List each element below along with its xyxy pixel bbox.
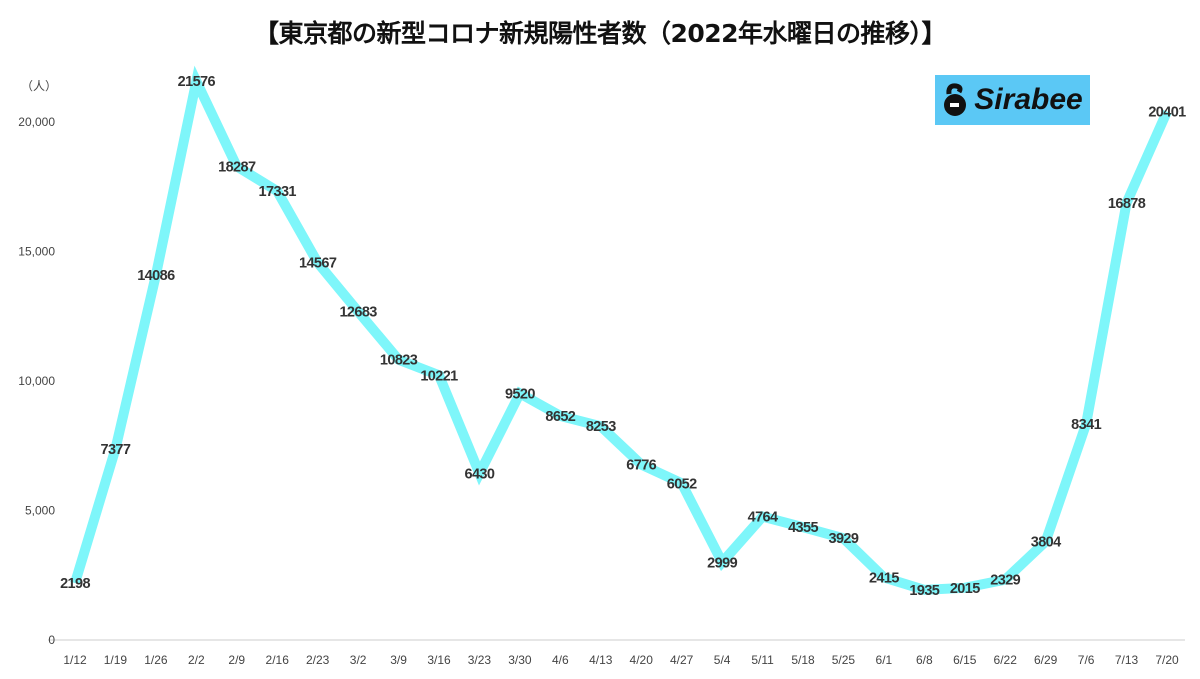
data-label: 3929	[829, 531, 859, 547]
data-label: 2198	[60, 576, 90, 592]
y-tick-label: 0	[48, 633, 55, 647]
series-line	[70, 65, 1172, 595]
data-label: 4764	[748, 510, 778, 526]
data-label: 8652	[545, 409, 575, 425]
x-tick-label: 6/22	[994, 653, 1018, 667]
x-tick-label: 3/23	[468, 653, 492, 667]
x-tick-label: 4/13	[589, 653, 613, 667]
x-tick-label: 5/4	[714, 653, 731, 667]
data-label: 2999	[707, 555, 737, 571]
data-label: 2415	[869, 570, 899, 586]
y-tick-label: 5,000	[25, 504, 55, 518]
x-tick-label: 7/6	[1078, 653, 1095, 667]
data-label: 18287	[218, 159, 256, 175]
data-label: 14086	[137, 268, 175, 284]
data-label: 14567	[299, 256, 337, 272]
x-tick-label: 1/19	[104, 653, 128, 667]
data-label: 7377	[101, 442, 131, 458]
y-tick-label: 10,000	[18, 374, 55, 388]
x-tick-label: 2/9	[228, 653, 245, 667]
x-tick-label: 4/27	[670, 653, 694, 667]
data-label: 16878	[1108, 196, 1146, 212]
chart-title: 【東京都の新型コロナ新規陽性者数（2022年水曜日の推移）】	[253, 19, 947, 48]
data-label: 2329	[990, 573, 1020, 589]
x-tick-label: 3/9	[390, 653, 407, 667]
y-tick-label: 15,000	[18, 245, 55, 259]
data-label: 9520	[505, 386, 535, 402]
data-label: 10221	[420, 368, 458, 384]
x-tick-label: 6/29	[1034, 653, 1058, 667]
data-label: 2015	[950, 581, 980, 597]
x-tick-label: 1/12	[63, 653, 87, 667]
x-tick-label: 3/16	[427, 653, 451, 667]
y-tick-label: 20,000	[18, 115, 55, 129]
x-tick-label: 4/20	[630, 653, 654, 667]
data-label: 6776	[626, 458, 656, 474]
x-tick-label: 3/30	[508, 653, 532, 667]
logo-text: Sirabee	[974, 83, 1083, 116]
data-label: 4355	[788, 520, 818, 536]
x-tick-label: 6/8	[916, 653, 933, 667]
x-tick-label: 7/20	[1155, 653, 1179, 667]
logo-icon	[944, 83, 967, 116]
data-label: 1935	[909, 583, 939, 599]
data-label: 8341	[1071, 417, 1101, 433]
x-tick-label: 5/18	[791, 653, 815, 667]
x-tick-label: 6/1	[876, 653, 893, 667]
x-tick-label: 5/11	[751, 653, 774, 667]
data-label: 8253	[586, 419, 616, 435]
x-tick-label: 2/2	[188, 653, 205, 667]
x-tick-label: 1/26	[144, 653, 168, 667]
x-tick-label: 2/16	[266, 653, 290, 667]
data-label: 20401	[1148, 105, 1186, 121]
sirabee-logo: Sirabee	[935, 75, 1090, 125]
x-tick-label: 4/6	[552, 653, 569, 667]
x-tick-label: 6/15	[953, 653, 977, 667]
data-label: 12683	[339, 305, 377, 321]
x-tick-label: 5/25	[832, 653, 856, 667]
data-label: 10823	[380, 353, 418, 369]
data-label: 21576	[178, 74, 216, 90]
x-tick-label: 2/23	[306, 653, 330, 667]
y-axis-unit: （人）	[21, 79, 57, 93]
x-tick-label: 3/2	[350, 653, 367, 667]
data-label: 6052	[667, 476, 697, 492]
data-label: 17331	[259, 184, 297, 200]
data-label: 6430	[465, 466, 495, 482]
data-label: 3804	[1031, 534, 1061, 550]
x-tick-label: 7/13	[1115, 653, 1139, 667]
